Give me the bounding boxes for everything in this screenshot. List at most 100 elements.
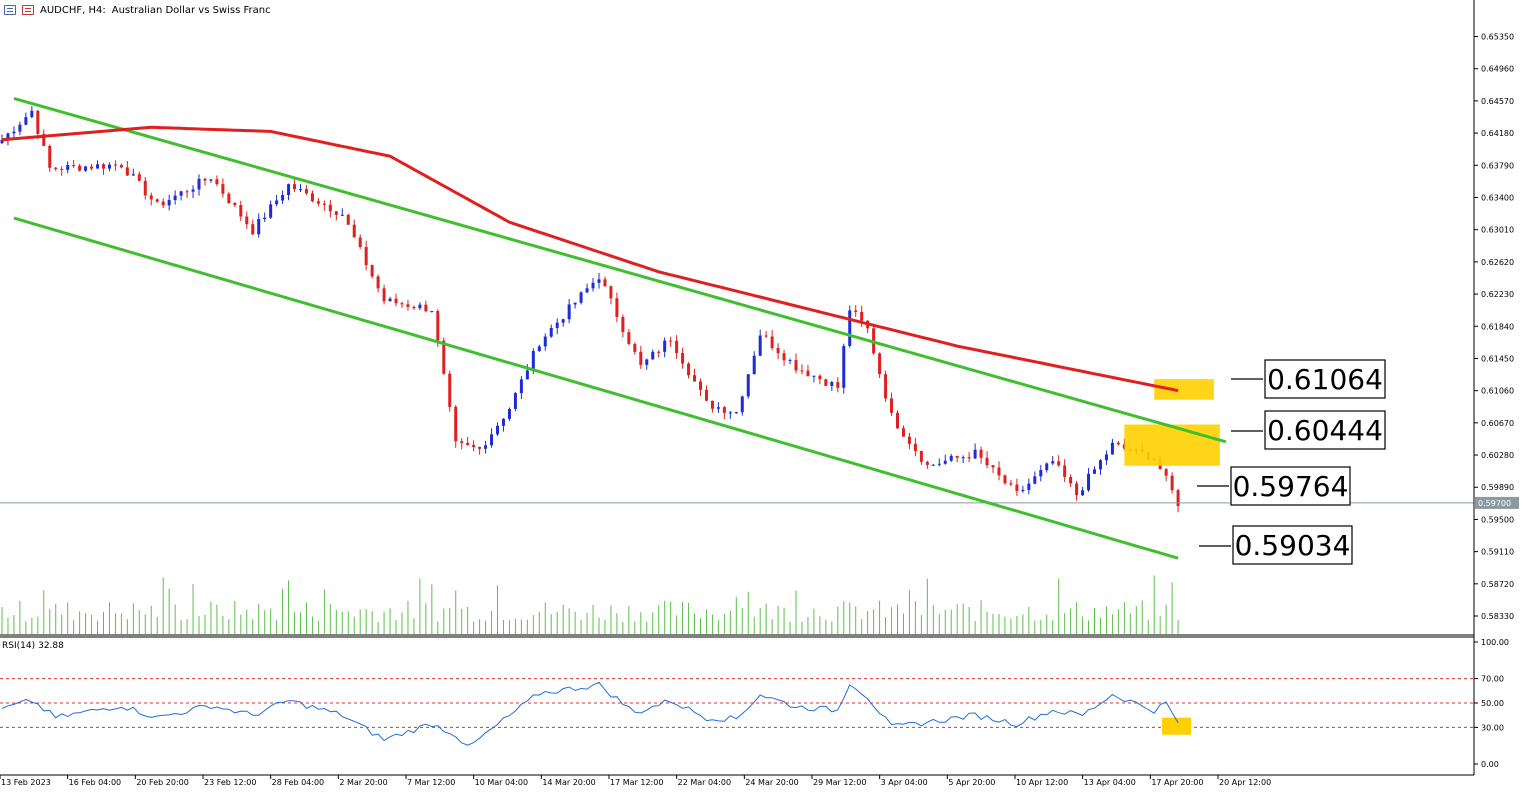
candle-body (925, 461, 929, 465)
candle-body (549, 327, 553, 337)
candle-body (794, 360, 798, 371)
candle-body (770, 336, 774, 348)
candle-body (1087, 473, 1091, 491)
candle-body (675, 340, 679, 354)
candle-body (961, 457, 965, 459)
price-tick-label: 0.60280 (1481, 451, 1514, 460)
candle-body (358, 237, 362, 248)
candle-body (346, 214, 350, 225)
candle-body (931, 464, 935, 466)
candle-body (603, 279, 607, 287)
candle-body (740, 396, 744, 413)
candle-body (84, 166, 88, 171)
candle-body (460, 441, 464, 443)
candle-body (60, 169, 64, 171)
candle-body (137, 174, 141, 181)
main-chart-panel[interactable] (0, 96, 1474, 634)
time-axis-label: 7 Mar 12:00 (407, 778, 455, 787)
rsi-tick-label: 0.00 (1481, 760, 1499, 769)
price-tick-label: 0.58330 (1481, 612, 1514, 621)
candle-body (131, 174, 135, 176)
candle-body (119, 164, 123, 168)
candle-body (24, 117, 28, 125)
candle-body (896, 412, 899, 429)
candle-body (949, 455, 953, 461)
candle-body (573, 302, 577, 305)
candle-body (890, 398, 894, 413)
candle-body (328, 204, 332, 212)
candle-body (466, 442, 470, 445)
callout-label: 0.59034 (1235, 529, 1351, 562)
menu-icon[interactable] (4, 5, 16, 15)
price-tick-label: 0.63010 (1481, 226, 1514, 235)
rsi-name: RSI(14) (2, 641, 36, 651)
time-axis-label: 14 Mar 20:00 (542, 778, 595, 787)
callout-box (1264, 359, 1386, 399)
candle-body (621, 316, 625, 333)
candle-body (1098, 460, 1102, 470)
candle-body (848, 310, 852, 346)
candle-body (143, 180, 147, 196)
price-tick-label: 0.64960 (1481, 65, 1514, 74)
price-tick-label: 0.64180 (1481, 129, 1514, 138)
candle-body (48, 145, 52, 168)
candle-body (316, 201, 320, 204)
price-tick-label: 0.65350 (1481, 33, 1514, 42)
candle-body (1045, 463, 1049, 471)
candle-body (36, 110, 40, 134)
candle-body (525, 370, 529, 380)
time-axis-label: 22 Mar 04:00 (678, 778, 731, 787)
candle-body (860, 311, 864, 321)
candle-body (191, 189, 195, 192)
candle-body (716, 407, 720, 409)
price-tick-label: 0.64570 (1481, 97, 1514, 106)
callout-label: 0.61064 (1267, 363, 1383, 396)
candle-body (448, 373, 452, 407)
candle-body (782, 353, 786, 361)
candle-body (1075, 483, 1079, 496)
chart-window-icon[interactable] (22, 5, 34, 15)
candle-body (304, 189, 308, 194)
candle-body (615, 298, 619, 317)
candle-body (800, 370, 804, 372)
candle-body (663, 340, 667, 352)
candle-body (501, 418, 505, 426)
candle-body (412, 306, 416, 309)
candle-body (687, 363, 691, 376)
candle-body (334, 211, 338, 215)
time-axis-label: 20 Feb 20:00 (136, 778, 188, 787)
candle-body (269, 204, 273, 218)
candle-body (907, 436, 911, 444)
candle-body (406, 304, 410, 307)
price-tick-label: 0.62230 (1481, 290, 1514, 299)
candle-body (854, 310, 858, 312)
candle-body (555, 322, 559, 328)
candle-body (394, 298, 398, 304)
candle-body (585, 288, 589, 293)
candle-body (293, 184, 297, 190)
candle-body (1039, 470, 1043, 477)
candle-body (651, 351, 655, 360)
candle-body (818, 375, 822, 380)
candle-body (90, 166, 94, 169)
price-tick-label: 0.59110 (1481, 548, 1514, 557)
candle-body (215, 179, 219, 185)
rsi-tick-label: 50.00 (1481, 699, 1504, 708)
callout-label: 0.59764 (1233, 470, 1349, 503)
candle-body (967, 457, 971, 459)
callout-label: 0.60444 (1267, 414, 1383, 447)
moving-average-line (1, 125, 1179, 393)
candle-body (18, 124, 22, 132)
candle-body (752, 355, 756, 375)
rsi-panel[interactable] (0, 678, 1474, 746)
time-axis-label: 23 Feb 12:00 (204, 778, 256, 787)
price-tick-label: 0.61450 (1481, 354, 1514, 363)
candle-body (1027, 483, 1031, 490)
level-highlight-box (1154, 379, 1214, 400)
time-axis-label: 13 Feb 2023 (1, 778, 51, 787)
candle-body (943, 460, 947, 464)
candle-body (251, 224, 255, 235)
candle-body (519, 379, 523, 394)
candle-body (167, 200, 171, 206)
